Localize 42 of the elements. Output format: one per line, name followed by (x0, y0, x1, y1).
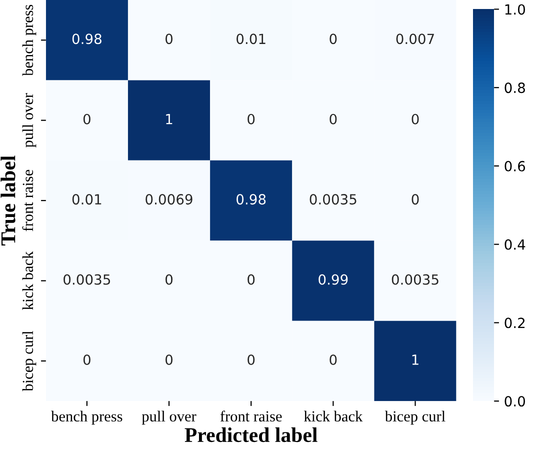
y-tick-label: bench press (22, 4, 36, 76)
y-tick-label: front raise (22, 170, 34, 232)
x-tick-label: front raise (220, 410, 282, 422)
data-label: 0 (248, 114, 255, 124)
data-label: 0 (248, 274, 255, 285)
data-label: 0 (330, 114, 337, 124)
data-label: 1 (166, 114, 172, 124)
data-label: 0 (330, 354, 337, 365)
data-label: 0.01 (236, 34, 266, 44)
data-label: 0 (412, 194, 419, 205)
data-label: 0 (83, 354, 90, 365)
color-bar-label: 0.8 (504, 82, 525, 94)
color-bar-label: 0.2 (504, 318, 525, 328)
data-label: 0 (83, 114, 90, 124)
data-label: 0 (166, 354, 173, 365)
data-label: 0.99 (318, 274, 348, 285)
data-label: 1 (412, 354, 418, 365)
y-tick-label: pull over (22, 93, 36, 148)
data-label: 0 (166, 274, 173, 285)
data-label: 0.007 (396, 34, 434, 44)
x-tick-label: bench press (51, 410, 122, 425)
data-label: 0 (166, 34, 173, 44)
y-tick-label: kick back (22, 251, 34, 310)
color-bar-label: 0.4 (504, 239, 526, 250)
data-label: 0.0035 (64, 274, 110, 285)
data-label: 0.0069 (146, 194, 192, 205)
data-label: 0 (248, 354, 255, 365)
color-bar-label: 0.0 (504, 396, 525, 407)
data-label: 0.0035 (310, 194, 356, 205)
color-bar-label: 0.6 (504, 160, 526, 172)
y-axis-title: True label (0, 156, 16, 246)
data-label: 0 (412, 114, 419, 124)
data-label: 0.0035 (392, 274, 438, 285)
x-tick-label: bicep curl (384, 410, 446, 425)
x-axis-title: Predicted label (184, 427, 318, 442)
data-label: 0.98 (72, 34, 102, 44)
x-tick-label: pull over (142, 410, 196, 425)
data-label: 0.01 (72, 194, 102, 205)
color-bar-label: 1.0 (505, 4, 525, 15)
data-label: 0.98 (236, 194, 266, 205)
data-label: 0 (330, 34, 337, 44)
x-tick-label: kick back (304, 410, 363, 422)
